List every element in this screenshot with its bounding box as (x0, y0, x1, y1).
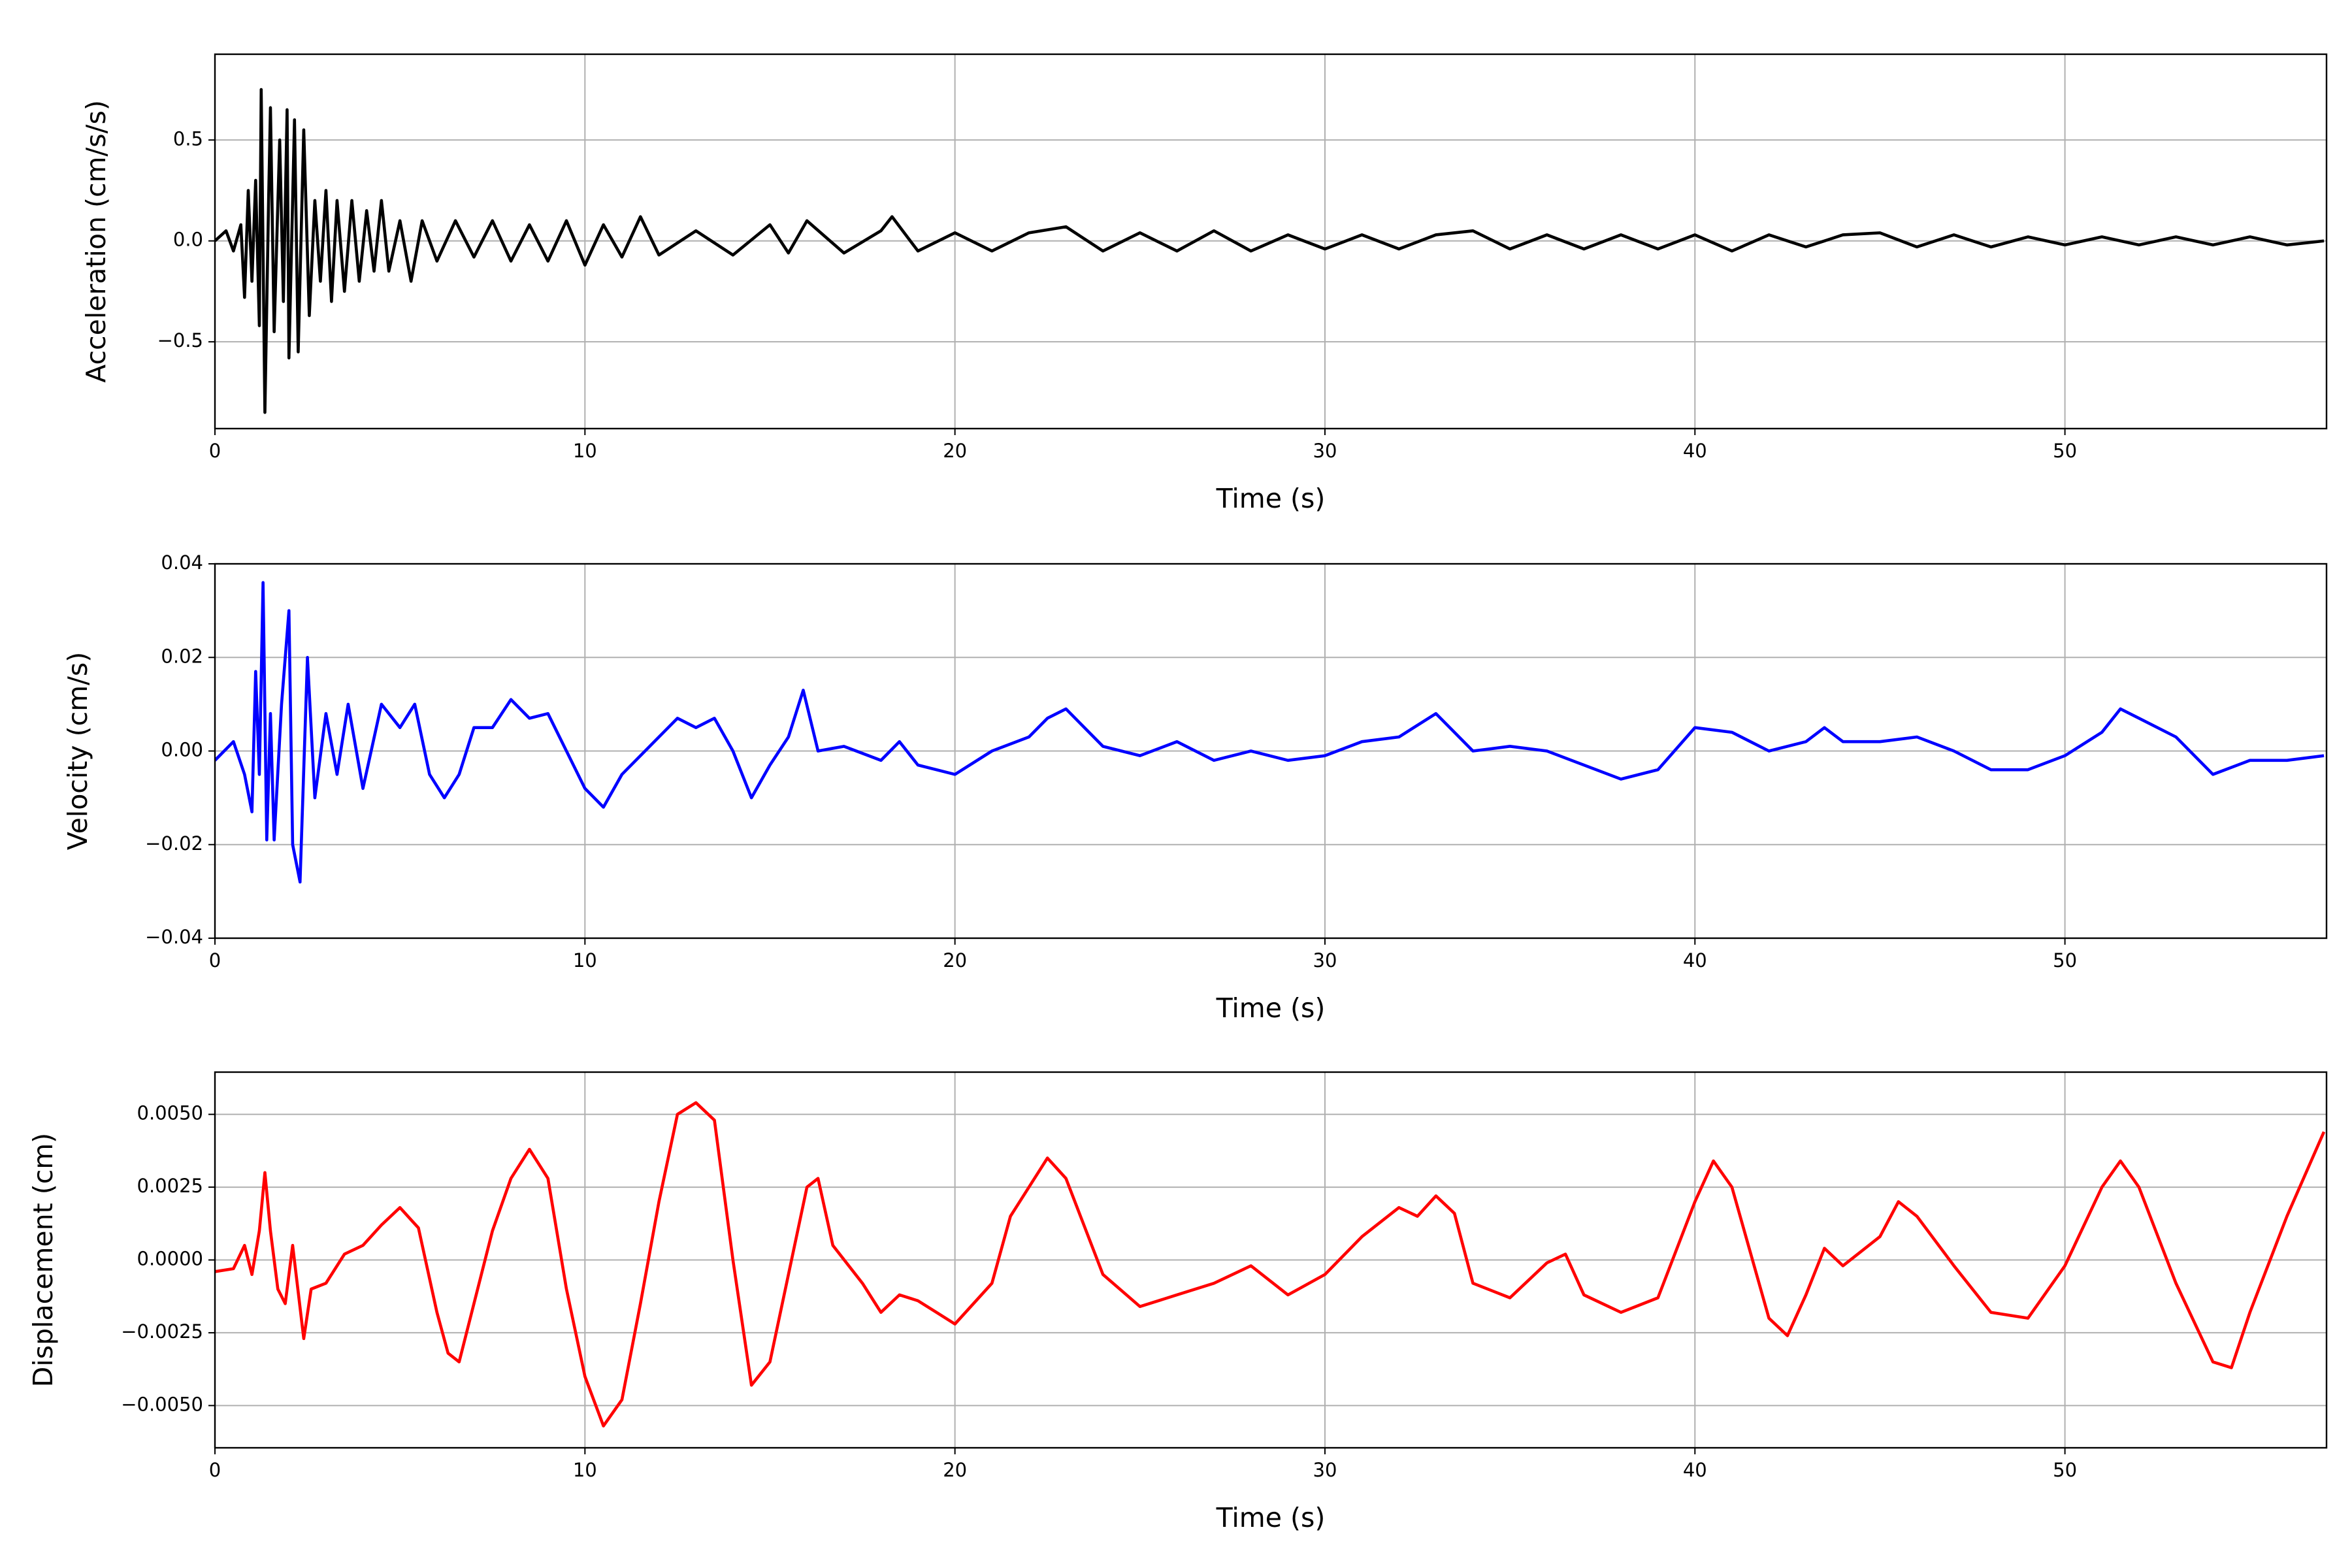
axes-frame (214, 563, 2328, 939)
x-tick-label: 40 (1683, 949, 1707, 972)
y-axis-title: Acceleration (cm/s/s) (80, 100, 112, 383)
x-tick-label: 30 (1313, 949, 1337, 972)
y-tick-label: −0.5 (157, 329, 203, 351)
data-line (215, 88, 2325, 414)
y-tick-label: 0.0050 (137, 1102, 203, 1124)
y-tick-label: 0.5 (173, 127, 203, 150)
x-axis-title: Time (s) (1216, 483, 1326, 514)
y-axis-title: Velocity (cm/s) (62, 652, 93, 851)
y-tick-label: 0.0000 (137, 1248, 203, 1270)
y-tick-label: 0.04 (161, 551, 203, 574)
subplot: 0 10 20 30 40 50 −0.0050 −0.0025 0.0000 0.0025 0.0… (27, 1071, 2328, 1533)
x-tick-label: 20 (943, 440, 967, 462)
x-tick-label: 50 (2053, 1459, 2077, 1481)
x-tick-label: 0 (209, 1459, 221, 1481)
y-axis-title: Displacement (cm) (27, 1133, 59, 1387)
x-tick-label: 40 (1683, 440, 1707, 462)
x-tick-label: 50 (2053, 949, 2077, 972)
x-tick-label: 10 (573, 1459, 597, 1481)
x-tick-label: 50 (2053, 440, 2077, 462)
axes-frame (214, 53, 2328, 430)
y-tick-label: 0.0 (173, 229, 203, 251)
subplot: 0 10 20 30 40 50 −0.04 −0.02 0.00 0.02 0.04 Time (s… (62, 551, 2328, 1024)
plot-area (215, 88, 2325, 414)
x-tick-label: 40 (1683, 1459, 1707, 1481)
y-tick-label: −0.04 (145, 926, 203, 948)
y-tick-label: 0.0025 (137, 1175, 203, 1197)
y-tick-label: −0.0025 (121, 1320, 203, 1343)
data-line (215, 581, 2325, 884)
x-axis-title: Time (s) (1216, 992, 1326, 1024)
plot-area (215, 1101, 2326, 1428)
y-tick-label: 0.00 (161, 739, 203, 761)
x-tick-label: 10 (573, 949, 597, 972)
x-axis-title: Time (s) (1216, 1502, 1326, 1533)
y-tick-label: −0.0050 (121, 1393, 203, 1415)
x-tick-label: 30 (1313, 440, 1337, 462)
x-tick-label: 20 (943, 1459, 967, 1481)
plot-area (215, 581, 2325, 884)
subplot: 0 10 20 30 40 50 −0.5 0.0 0.5 Time (s) Acceleratio… (80, 53, 2328, 514)
x-tick-label: 10 (573, 440, 597, 462)
x-tick-label: 30 (1313, 1459, 1337, 1481)
x-tick-label: 0 (209, 949, 221, 972)
x-tick-label: 20 (943, 949, 967, 972)
y-tick-label: −0.02 (145, 832, 203, 855)
y-tick-label: 0.02 (161, 645, 203, 667)
axes-frame (214, 1071, 2328, 1449)
x-tick-label: 0 (209, 440, 221, 462)
data-line (215, 1101, 2326, 1428)
